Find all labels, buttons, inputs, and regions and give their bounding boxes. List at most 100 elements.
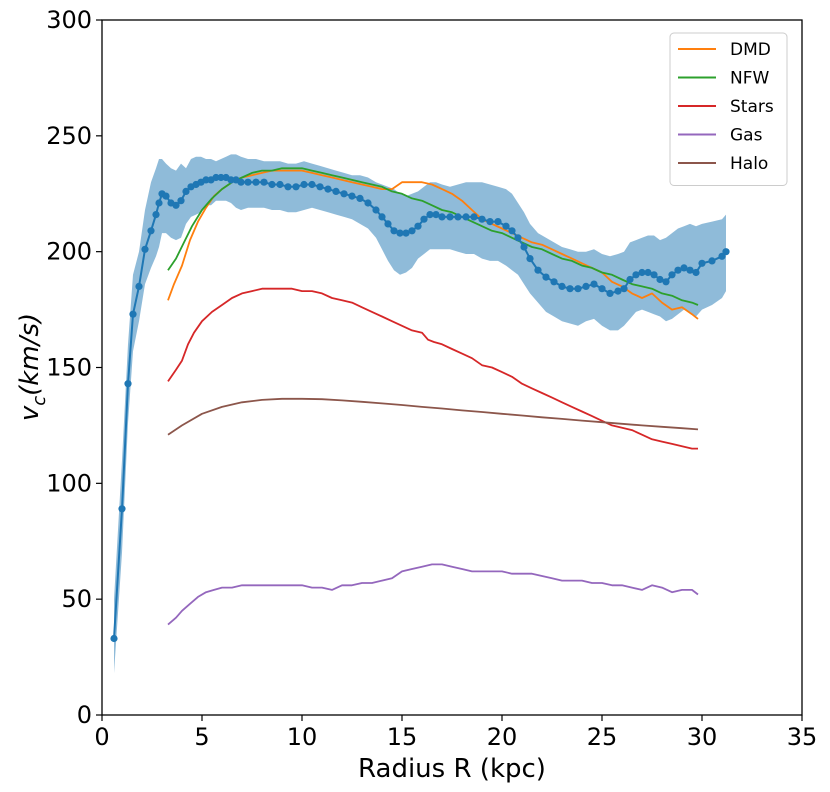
observed-error-band: [114, 154, 726, 674]
observed-point: [722, 248, 730, 256]
x-tick-label: 5: [194, 723, 209, 751]
observed-point: [384, 220, 392, 228]
observed-point: [202, 176, 210, 184]
observed-point: [124, 380, 132, 388]
observed-point: [470, 213, 478, 221]
observed-point: [542, 273, 550, 281]
legend-label-dmd: DMD: [730, 40, 771, 60]
observed-point: [598, 285, 606, 293]
observed-point: [590, 280, 598, 288]
y-tick-label: 0: [77, 701, 92, 729]
observed-point: [147, 227, 155, 235]
observed-point: [141, 245, 149, 253]
observed-point: [172, 201, 180, 209]
observed-point: [260, 178, 268, 186]
observed-point: [378, 213, 386, 221]
observed-point: [650, 271, 658, 279]
observed-point: [372, 206, 380, 214]
observed-point: [300, 180, 308, 189]
legend-label-nfw: NFW: [730, 69, 769, 89]
x-tick-label: 30: [687, 723, 718, 751]
observed-point: [614, 287, 622, 295]
observed-point: [414, 222, 422, 230]
observed-point: [698, 259, 706, 267]
observed-point: [308, 180, 316, 189]
x-axis-label: Radius R (kpc): [358, 754, 546, 784]
observed-point: [668, 271, 676, 279]
y-tick-label: 50: [61, 585, 92, 613]
legend: DMD NFW Stars Gas Halo: [669, 32, 788, 186]
observed-point: [606, 289, 614, 297]
x-tick-label: 25: [587, 723, 618, 751]
observed-point: [446, 213, 454, 221]
series-line-stars: [167, 287, 698, 450]
x-tick-label: 35: [787, 723, 818, 751]
observed-point: [177, 197, 185, 205]
observed-point: [276, 180, 284, 189]
y-tick-label: 300: [46, 6, 92, 34]
x-tick-label: 20: [487, 723, 518, 751]
observed-point: [534, 266, 542, 274]
y-tick-label: 150: [46, 354, 92, 382]
observed-point: [692, 268, 700, 277]
y-tick-label: 100: [46, 469, 92, 497]
observed-point: [396, 229, 404, 237]
observed-point: [674, 266, 682, 274]
observed-layer: [110, 173, 730, 643]
legend-label-gas: Gas: [730, 126, 763, 146]
observed-point: [680, 264, 688, 272]
y-tick-label: 250: [46, 122, 92, 150]
y-axis-label: vc(km/s): [15, 313, 50, 421]
observed-point: [332, 187, 340, 195]
observed-point: [110, 634, 118, 643]
observed-point: [162, 192, 170, 200]
observed-point: [217, 173, 225, 182]
observed-band-layer: [114, 154, 726, 674]
observed-point: [212, 173, 220, 182]
observed-point: [626, 275, 634, 284]
observed-point: [155, 199, 163, 207]
observed-point: [558, 282, 566, 290]
observed-point: [620, 285, 628, 293]
observed-point: [514, 234, 522, 242]
observed-point: [432, 211, 440, 219]
observed-point: [268, 180, 276, 189]
observed-point: [494, 218, 502, 226]
observed-point: [364, 199, 372, 207]
observed-point: [566, 285, 574, 293]
observed-point: [420, 215, 428, 223]
series-line-halo: [167, 397, 699, 436]
x-tick-label: 0: [94, 723, 109, 751]
y-axis: 0 50 100 150 200 250 300: [46, 6, 102, 729]
series-line-nfw: [167, 167, 699, 306]
observed-point: [478, 215, 486, 223]
observed-point: [454, 213, 462, 221]
observed-point: [316, 183, 324, 191]
observed-point: [574, 285, 582, 293]
observed-point: [656, 275, 664, 284]
observed-point: [135, 282, 143, 290]
observed-point: [356, 194, 364, 202]
observed-point: [526, 255, 534, 263]
legend-label-stars: Stars: [730, 97, 774, 117]
observed-point: [550, 278, 558, 286]
observed-point: [462, 213, 470, 221]
legend-box: [669, 32, 788, 186]
legend-label-halo: Halo: [730, 154, 768, 174]
observed-point: [686, 266, 694, 274]
observed-point: [244, 178, 252, 186]
observed-point: [152, 211, 160, 219]
observed-point: [182, 187, 190, 195]
observed-point: [292, 183, 300, 191]
observed-point: [520, 243, 528, 251]
x-tick-label: 15: [387, 723, 418, 751]
observed-point: [118, 505, 126, 513]
y-axis-label-units: (km/s): [15, 313, 45, 396]
observed-point: [502, 222, 510, 230]
y-axis-label-main: v: [15, 405, 45, 421]
observed-point: [508, 227, 516, 235]
observed-point: [252, 178, 260, 186]
observed-point: [324, 185, 332, 193]
observed-point: [486, 218, 494, 226]
